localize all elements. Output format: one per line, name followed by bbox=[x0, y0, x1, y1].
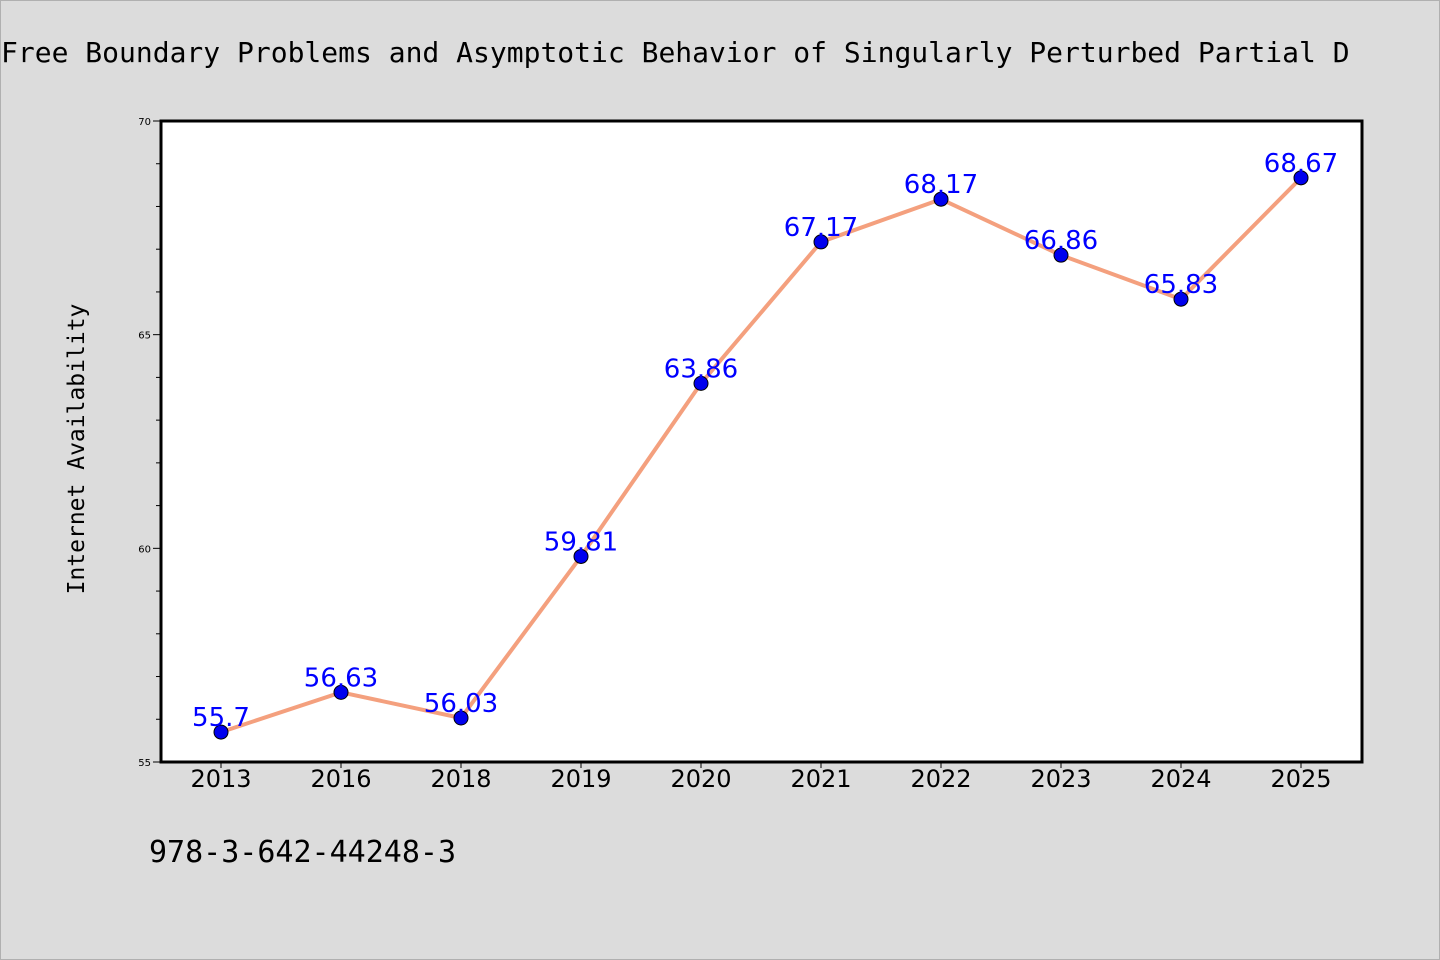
data-label: 56.63 bbox=[304, 663, 378, 693]
data-label: 67.17 bbox=[784, 213, 858, 243]
data-point bbox=[573, 548, 589, 564]
y-tick-label: 70 bbox=[138, 117, 151, 128]
data-label: 59.81 bbox=[544, 527, 618, 557]
data-point bbox=[933, 191, 949, 207]
x-tick-label: 2013 bbox=[190, 765, 251, 793]
data-point bbox=[693, 375, 709, 391]
data-label: 68.67 bbox=[1264, 149, 1338, 179]
y-tick-label: 55 bbox=[138, 758, 151, 769]
plot-frame bbox=[159, 119, 1364, 764]
x-tick-label: 2020 bbox=[670, 765, 731, 793]
x-tick-label: 2022 bbox=[910, 765, 971, 793]
x-tick-label: 2018 bbox=[430, 765, 491, 793]
isbn-text: 978-3-642-44248-3 bbox=[149, 835, 457, 870]
data-label: 56.03 bbox=[424, 689, 498, 719]
data-point bbox=[1173, 291, 1189, 307]
y-tick-label: 60 bbox=[138, 544, 151, 555]
data-label: 65.83 bbox=[1144, 270, 1218, 300]
data-point bbox=[453, 710, 469, 726]
chart-title: Free Boundary Problems and Asymptotic Be… bbox=[1, 36, 1350, 69]
x-tick-label: 2016 bbox=[310, 765, 371, 793]
data-point bbox=[213, 724, 229, 740]
data-label: 55.7 bbox=[192, 703, 250, 733]
x-tick-label: 2021 bbox=[790, 765, 851, 793]
x-tick-label: 2024 bbox=[1150, 765, 1211, 793]
x-tick-label: 2025 bbox=[1270, 765, 1331, 793]
series-line bbox=[220, 176, 1303, 734]
data-point bbox=[813, 234, 829, 250]
data-label: 63.86 bbox=[664, 354, 738, 384]
y-tick-label: 65 bbox=[138, 331, 151, 342]
data-label: 66.86 bbox=[1024, 226, 1098, 256]
data-point bbox=[1053, 247, 1069, 263]
data-label: 68.17 bbox=[904, 170, 978, 200]
x-tick-label: 2023 bbox=[1030, 765, 1091, 793]
data-point bbox=[1293, 170, 1309, 186]
plot-area bbox=[161, 121, 1362, 762]
x-tick-label: 2019 bbox=[550, 765, 611, 793]
data-point bbox=[333, 684, 349, 700]
